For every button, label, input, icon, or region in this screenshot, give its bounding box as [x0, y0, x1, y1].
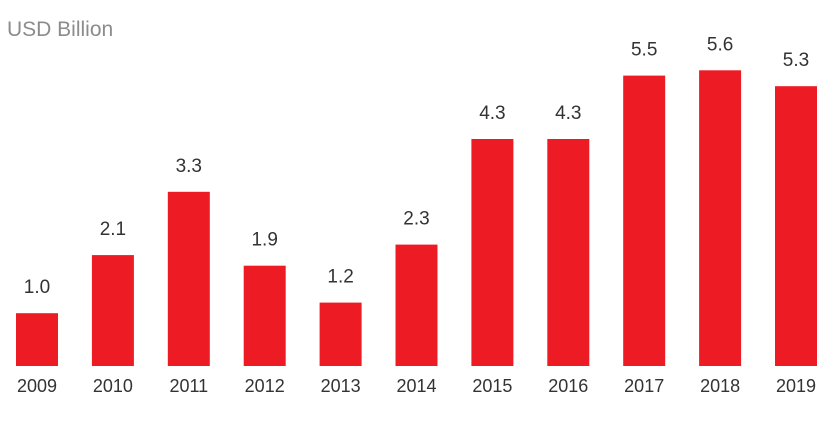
unit-label: USD Billion — [7, 18, 114, 41]
bar-2012 — [243, 265, 286, 366]
bar-2014 — [395, 244, 438, 366]
value-label-2013: 1.2 — [327, 267, 353, 288]
x-tick-label-2017: 2017 — [624, 376, 664, 396]
value-label-2009: 1.0 — [24, 277, 50, 298]
value-label-2011: 3.3 — [176, 156, 202, 177]
bar-2009 — [16, 313, 58, 366]
bar-2015 — [471, 139, 514, 366]
value-label-2016: 4.3 — [555, 103, 581, 124]
x-tick-label-2014: 2014 — [396, 376, 436, 396]
value-label-2012: 1.9 — [251, 230, 277, 251]
x-tick-label-2010: 2010 — [93, 376, 133, 396]
x-tick-label-2019: 2019 — [776, 376, 816, 396]
bar-2013 — [319, 302, 362, 366]
bar-2016 — [547, 139, 590, 366]
value-label-2010: 2.1 — [100, 219, 126, 240]
bar-2011 — [167, 191, 210, 366]
bar-2010 — [91, 255, 134, 366]
x-tick-label-2016: 2016 — [548, 376, 588, 396]
x-axis-tick-labels: 2009 2010 2011 2012 2013 2014 2015 2016 2017 2018… — [17, 376, 816, 396]
value-label-2018: 5.6 — [707, 34, 733, 55]
x-tick-label-2018: 2018 — [700, 376, 740, 396]
x-tick-label-2015: 2015 — [472, 376, 512, 396]
x-tick-label-2013: 2013 — [321, 376, 361, 396]
value-label-2019: 5.3 — [783, 50, 809, 71]
value-labels-layer: 1.0 2.1 3.3 1.9 1.2 2.3 4.3 4.3 5.5 5.6 5.3 — [24, 34, 809, 298]
x-tick-label-2012: 2012 — [245, 376, 285, 396]
x-tick-label-2009: 2009 — [17, 376, 57, 396]
bar-2019 — [775, 86, 817, 366]
x-tick-label-2011: 2011 — [169, 376, 208, 396]
value-label-2014: 2.3 — [403, 209, 429, 230]
bar-2017 — [623, 75, 666, 366]
value-label-2015: 4.3 — [479, 103, 505, 124]
bar-2018 — [699, 70, 742, 367]
value-label-2017: 5.5 — [631, 40, 657, 61]
bars-layer — [16, 70, 817, 367]
